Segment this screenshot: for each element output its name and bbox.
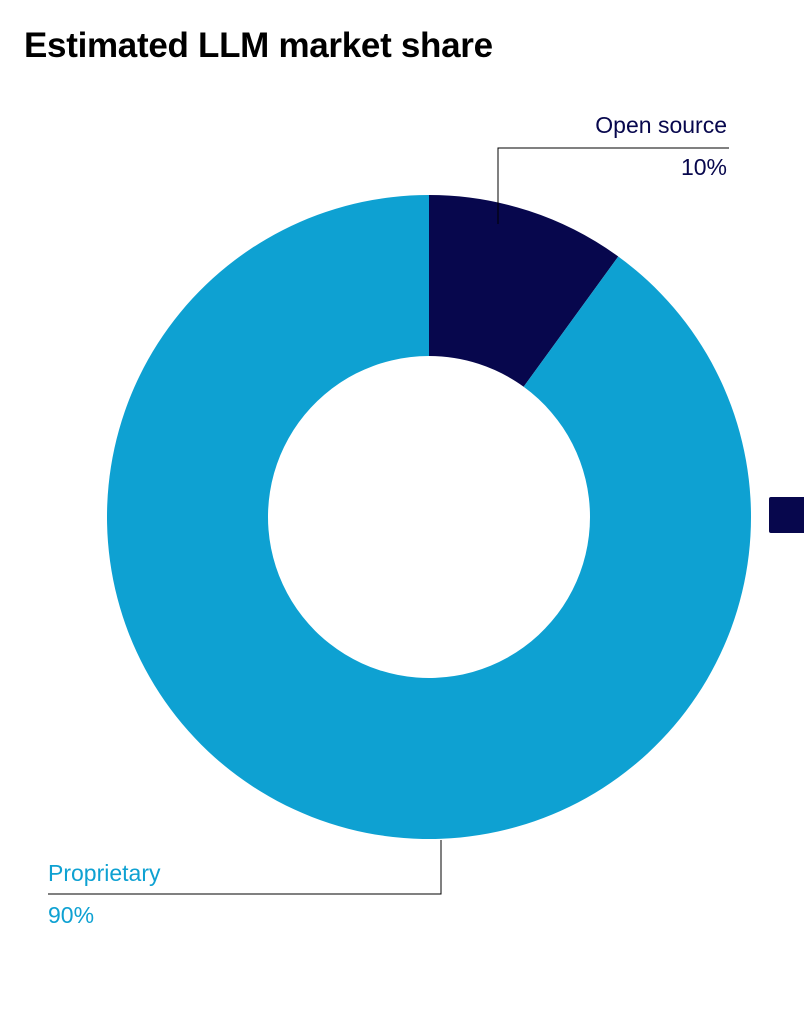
open-source-leader-line — [497, 147, 729, 224]
legend-swatch-open-source — [769, 497, 804, 533]
donut-slices — [106, 195, 751, 839]
open-source-label: Open source — [595, 112, 727, 138]
slice-open-source — [429, 195, 619, 387]
slice-proprietary — [106, 195, 751, 839]
proprietary-leader-line — [48, 840, 442, 895]
open-source-value: 10% — [681, 154, 727, 180]
chart-title: Estimated LLM market share — [24, 26, 493, 65]
proprietary-value: 90% — [48, 902, 94, 928]
proprietary-label: Proprietary — [48, 860, 161, 886]
